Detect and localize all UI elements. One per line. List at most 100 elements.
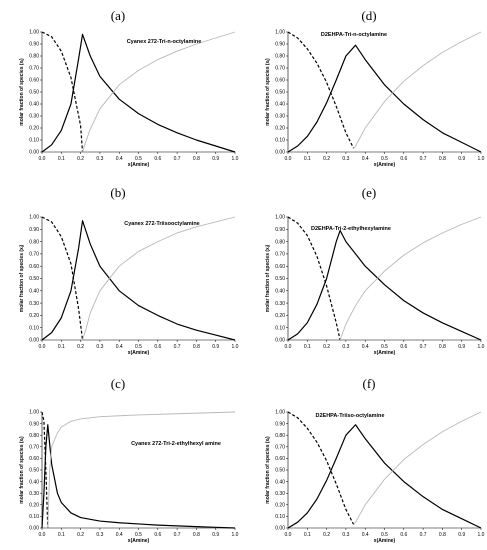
y-tick-label: 0.10 — [29, 514, 39, 520]
x-tick-label: 0.1 — [58, 344, 65, 350]
x-tick-label: 0.6 — [400, 156, 407, 162]
x-axis-label: x(Amine) — [128, 538, 150, 544]
panel-letter-b: (b) — [110, 185, 126, 200]
x-tick-label: 0.5 — [135, 156, 142, 162]
x-tick-label: 1.0 — [232, 156, 239, 162]
x-axis-label: x(Amine) — [374, 162, 396, 168]
y-tick-label: 0.40 — [29, 102, 39, 108]
x-tick-label: 0.7 — [174, 532, 181, 538]
y-tick-label: 0.80 — [29, 239, 39, 245]
x-tick-label: 0.8 — [193, 344, 200, 350]
x-tick-label: 0.4 — [362, 344, 369, 350]
x-tick-label: 0.9 — [212, 532, 219, 538]
y-tick-label: 1.00 — [275, 30, 285, 36]
y-tick-label: 0.00 — [275, 150, 285, 156]
y-tick-label: 0.50 — [275, 468, 285, 474]
x-tick-label: 0.0 — [285, 344, 292, 350]
y-tick-label: 0.60 — [29, 264, 39, 270]
series-line-1 — [41, 411, 49, 529]
y-axis-label: molar fraction of species (xᵢ) — [265, 436, 271, 504]
y-axis-label: molar fraction of species (xᵢ) — [265, 244, 271, 312]
y-tick-label: 0.10 — [275, 138, 285, 144]
y-axis-label: molar fraction of species (xᵢ) — [265, 58, 271, 126]
series-line-2 — [41, 33, 236, 153]
x-tick-label: 0.9 — [212, 156, 219, 162]
series-line-3 — [82, 31, 236, 153]
x-tick-label: 0.6 — [154, 532, 161, 538]
series-line-3 — [339, 216, 482, 341]
y-tick-label: 1.00 — [29, 30, 39, 36]
x-tick-label: 0.2 — [323, 344, 330, 350]
x-tick-label: 0.3 — [342, 532, 349, 538]
y-tick-label: 0.20 — [29, 503, 39, 509]
y-tick-label: 0.60 — [275, 78, 285, 84]
x-tick-label: 1.0 — [478, 344, 485, 350]
y-axis-label: molar fraction of species (xᵢ) — [19, 244, 25, 312]
y-tick-label: 0.00 — [29, 338, 39, 344]
x-tick-label: 0.5 — [381, 344, 388, 350]
y-tick-label: 0.80 — [275, 433, 285, 439]
y-tick-label: 0.20 — [29, 313, 39, 319]
y-tick-label: 0.40 — [29, 289, 39, 295]
x-tick-label: 0.1 — [58, 156, 65, 162]
y-tick-label: 0.00 — [29, 150, 39, 156]
series-line-1 — [41, 31, 84, 153]
y-tick-label: 0.50 — [29, 276, 39, 282]
x-tick-label: 0.1 — [58, 532, 65, 538]
y-tick-label: 0.70 — [275, 445, 285, 451]
x-tick-label: 0.0 — [39, 532, 46, 538]
x-tick-label: 0.2 — [77, 532, 84, 538]
x-tick-label: 0.8 — [193, 156, 200, 162]
x-tick-label: 0.2 — [323, 156, 330, 162]
y-tick-label: 0.20 — [275, 126, 285, 132]
y-tick-label: 0.00 — [275, 526, 285, 532]
y-tick-label: 0.10 — [29, 325, 39, 331]
y-tick-label: 0.40 — [275, 289, 285, 295]
y-tick-label: 0.30 — [275, 491, 285, 497]
x-tick-label: 0.9 — [458, 344, 465, 350]
x-tick-label: 0.3 — [96, 156, 103, 162]
series-line-3 — [353, 31, 482, 149]
x-tick-label: 0.9 — [458, 156, 465, 162]
panel-letter-e: (e) — [361, 185, 377, 200]
y-tick-label: 0.30 — [275, 114, 285, 120]
x-tick-label: 0.7 — [420, 532, 427, 538]
series-line-1 — [41, 216, 84, 341]
y-tick-label: 0.90 — [275, 42, 285, 48]
y-tick-label: 0.70 — [29, 66, 39, 72]
chart-title: D2EHPA-Triiso-octylamine — [316, 413, 385, 419]
x-tick-label: 0.7 — [174, 156, 181, 162]
series-line-2 — [287, 44, 482, 153]
y-tick-label: 0.60 — [275, 264, 285, 270]
x-tick-label: 0.5 — [381, 532, 388, 538]
y-tick-label: 0.30 — [29, 301, 39, 307]
y-axis-label: molar fraction of species (xᵢ) — [19, 58, 25, 126]
series-line-2 — [41, 424, 236, 529]
y-tick-label: 0.70 — [275, 66, 285, 72]
x-tick-label: 0.7 — [420, 156, 427, 162]
x-tick-label: 0.0 — [285, 156, 292, 162]
y-tick-label: 0.80 — [29, 54, 39, 60]
x-tick-label: 0.5 — [135, 344, 142, 350]
x-tick-label: 0.3 — [96, 532, 103, 538]
x-tick-label: 0.1 — [304, 156, 311, 162]
x-tick-label: 0.3 — [96, 344, 103, 350]
x-tick-label: 0.5 — [135, 532, 142, 538]
series-line-2 — [41, 220, 236, 341]
y-tick-label: 0.30 — [29, 114, 39, 120]
y-tick-label: 0.00 — [29, 526, 39, 532]
x-tick-label: 0.9 — [212, 344, 219, 350]
x-tick-label: 0.0 — [285, 532, 292, 538]
y-tick-label: 0.80 — [275, 54, 285, 60]
x-tick-label: 0.6 — [400, 532, 407, 538]
chart-title: Cyanex 272-Triisooctylamine — [124, 221, 200, 227]
y-tick-label: 0.10 — [275, 325, 285, 331]
y-tick-label: 0.60 — [29, 78, 39, 84]
y-tick-label: 0.90 — [29, 227, 39, 233]
x-tick-label: 0.0 — [39, 344, 46, 350]
x-tick-label: 0.4 — [362, 156, 369, 162]
